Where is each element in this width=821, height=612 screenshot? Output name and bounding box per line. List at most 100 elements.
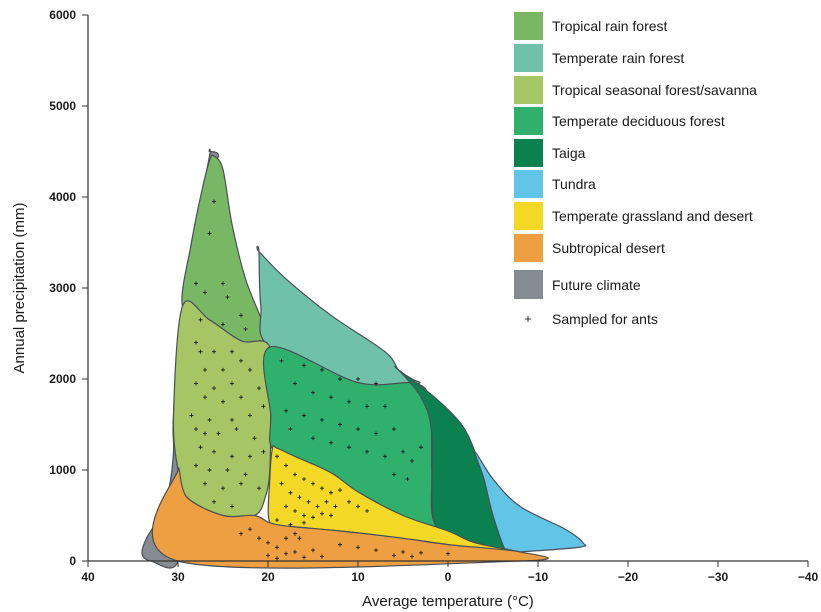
sample-point: [207, 417, 212, 422]
sample-point: [203, 481, 207, 486]
sample-point: [194, 340, 198, 345]
legend-swatch-subtropical-desert: [514, 234, 543, 262]
sample-point: [356, 545, 360, 550]
region-tundra: [474, 451, 587, 556]
sample-point: [311, 390, 315, 395]
sample-point: [419, 550, 423, 555]
sample-point: [293, 381, 297, 386]
sample-point: [189, 413, 194, 418]
sample-point: [338, 422, 342, 427]
sample-point: [194, 427, 198, 432]
sample-point: [320, 511, 324, 516]
sample-point: [275, 518, 279, 523]
sample-point: [239, 531, 243, 536]
sample-point: [212, 499, 216, 504]
sample-point: [225, 468, 230, 472]
sample-point: [239, 395, 243, 400]
legend-swatch-temperate-deciduous-forest: [514, 107, 543, 135]
sample-point: [329, 513, 333, 518]
sample-point: [198, 349, 203, 354]
sample-point: [248, 413, 252, 418]
sample-point: [288, 427, 293, 432]
x-tick-label: 10: [351, 570, 365, 584]
region-tropical-seasonal-forest-savanna: [172, 300, 273, 519]
sample-point: [347, 499, 351, 504]
sample-point: [203, 431, 207, 436]
y-tick-label: 6000: [49, 8, 76, 22]
x-axis-title: Average temperature (°C): [362, 593, 534, 610]
sample-point: [221, 322, 225, 327]
legend-swatch-tropical-rain-forest: [514, 12, 543, 40]
sample-point: [315, 504, 320, 509]
sample-point: [302, 520, 306, 525]
sample-point: [194, 381, 198, 386]
legend-swatch-tundra: [514, 170, 543, 198]
sample-point: [230, 504, 234, 509]
legend-label-taiga: Taiga: [552, 145, 586, 161]
sample-point: [311, 515, 315, 520]
y-tick-label: 4000: [49, 190, 76, 204]
y-tick-label: 0: [69, 554, 76, 568]
x-tick-label: −30: [708, 570, 729, 584]
y-tick-label: 1000: [49, 463, 76, 477]
x-tick-label: 20: [261, 570, 275, 584]
sample-point: [284, 408, 288, 413]
sample-point: [239, 481, 243, 486]
sample-point: [230, 349, 234, 354]
sample-point: [225, 295, 230, 300]
sample-point: [329, 395, 333, 400]
sample-point: [257, 536, 261, 541]
sample-point: [194, 281, 198, 286]
sample-point: [306, 499, 311, 504]
x-tick-label: 0: [445, 570, 452, 584]
sample-point: [239, 358, 243, 363]
sample-point: [302, 513, 306, 518]
sample-point: [338, 542, 342, 547]
sample-point: [288, 522, 293, 527]
y-tick-label: 3000: [49, 281, 76, 295]
sample-point: [275, 454, 279, 459]
sample-point: [221, 486, 225, 491]
sample-point: [374, 381, 378, 386]
sample-point: [248, 367, 252, 372]
sample-point: [243, 472, 248, 477]
sample-point: [234, 427, 239, 432]
sample-point: [401, 549, 405, 554]
sample-point: [284, 536, 288, 541]
legend-swatch-future-climate: [514, 270, 543, 299]
x-tick-label: −20: [618, 570, 639, 584]
sample-point: [324, 499, 329, 504]
x-tick-label: −40: [798, 570, 819, 584]
sample-point: [311, 548, 315, 553]
sample-point: [297, 495, 302, 500]
sample-point: [311, 481, 315, 486]
x-ticks: 40 30 20 10 0 −10 −20 −30 −40: [81, 561, 819, 584]
sample-point: [356, 504, 360, 509]
sample-point: [230, 417, 234, 422]
legend-swatch-temperate-rain-forest: [514, 44, 543, 72]
sample-points: [189, 199, 450, 561]
sample-point: [243, 326, 248, 331]
sample-point: [284, 463, 288, 468]
sample-point: [257, 486, 261, 491]
sample-point: [302, 413, 306, 418]
x-tick-label: 30: [171, 570, 185, 584]
sample-point: [293, 508, 297, 513]
sample-point: [230, 381, 234, 386]
sample-point: [279, 481, 284, 486]
sample-point: [203, 290, 207, 295]
sample-point: [297, 536, 302, 541]
legend-label-temperate-grassland: Temperate grassland and desert: [552, 208, 753, 224]
sample-point: [392, 553, 396, 558]
y-tick-label: 5000: [49, 99, 76, 113]
sample-point: [374, 548, 378, 553]
sample-point: [266, 540, 270, 545]
region-subtropical-desert: [151, 467, 549, 569]
y-tick-label: 2000: [49, 372, 76, 386]
sample-point: [198, 317, 203, 322]
legend-label-temperate-deciduous-forest: Temperate deciduous forest: [552, 113, 725, 129]
legend-label-temperate-rain-forest: Temperate rain forest: [552, 50, 684, 66]
sample-point: [347, 445, 351, 450]
sample-point: [288, 490, 293, 495]
